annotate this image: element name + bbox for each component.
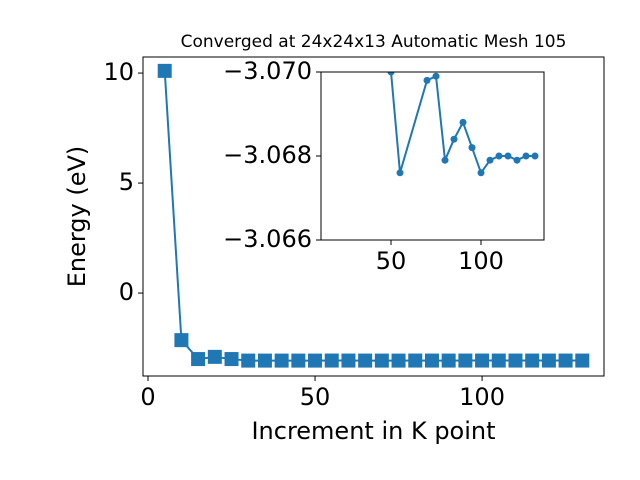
y-tick-label: −3.066 (223, 225, 312, 253)
marker (441, 353, 456, 368)
y-tick-label: −3.070 (223, 57, 312, 85)
marker (575, 353, 590, 368)
marker (432, 72, 440, 80)
marker (396, 169, 404, 177)
marker (424, 353, 439, 368)
x-tick-label: 50 (300, 383, 331, 411)
marker (475, 353, 490, 368)
series-group (157, 63, 590, 368)
marker (504, 152, 512, 160)
x-axis-label: Increment in K point (251, 417, 495, 445)
marker (324, 353, 339, 368)
marker (558, 353, 573, 368)
marker (191, 352, 206, 367)
marker (468, 144, 476, 152)
marker (387, 72, 395, 76)
y-axis-label: Energy (eV) (63, 146, 91, 288)
marker (257, 353, 272, 368)
y-tick-label: −3.068 (223, 141, 312, 169)
marker (531, 152, 539, 160)
marker (508, 353, 523, 368)
x-tick-label: 0 (140, 383, 155, 411)
marker (441, 156, 449, 164)
marker (423, 76, 431, 84)
marker (391, 353, 406, 368)
marker (157, 63, 172, 78)
marker (491, 353, 506, 368)
marker (450, 135, 458, 143)
marker (308, 353, 323, 368)
marker (274, 353, 289, 368)
marker (541, 353, 556, 368)
marker (207, 349, 222, 364)
x-tick-label: 100 (458, 247, 504, 275)
y-tick-label: 5 (119, 168, 134, 196)
marker (241, 353, 256, 368)
marker (477, 169, 485, 177)
marker (341, 353, 356, 368)
marker (525, 353, 540, 368)
chart-title: Converged at 24x24x13 Automatic Mesh 105 (181, 32, 567, 52)
y-tick-label: 10 (103, 58, 134, 86)
marker (174, 333, 189, 348)
marker (224, 352, 239, 367)
y-tick-label: 0 (119, 278, 134, 306)
x-tick-label: 100 (459, 383, 505, 411)
marker (358, 353, 373, 368)
axes-frame (320, 71, 545, 241)
axes-frame (142, 56, 605, 377)
marker (459, 118, 467, 126)
marker (495, 152, 503, 160)
marker (486, 156, 494, 164)
marker (408, 353, 423, 368)
marker (458, 353, 473, 368)
marker (522, 152, 530, 160)
marker (513, 156, 521, 164)
series-group (387, 72, 539, 177)
marker (291, 353, 306, 368)
x-tick-label: 50 (376, 247, 407, 275)
marker (374, 353, 389, 368)
